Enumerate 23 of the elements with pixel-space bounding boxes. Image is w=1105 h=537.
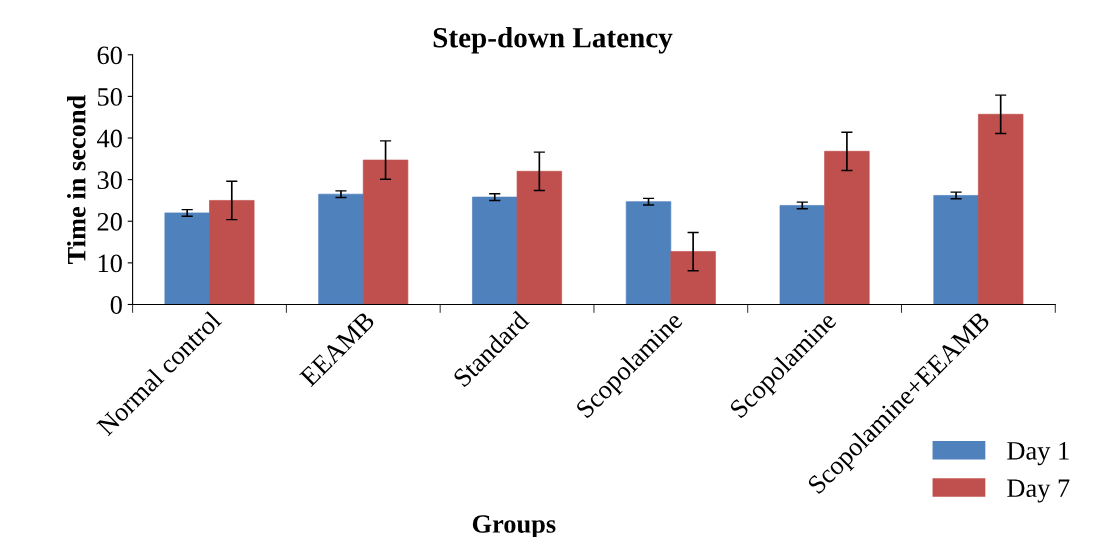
- bar: [164, 212, 210, 305]
- bar: [362, 159, 409, 305]
- y-tick-label: 20: [97, 212, 122, 231]
- y-tick-label: 50: [98, 88, 122, 106]
- bar: [933, 195, 979, 305]
- y-tick-label: 60: [97, 46, 122, 65]
- bar: [779, 205, 825, 305]
- y-axis-title: Time in second: [67, 95, 86, 265]
- chart-title: Step-down Latency: [433, 27, 673, 54]
- bar: [209, 200, 255, 305]
- bar: [625, 201, 672, 305]
- y-tick-label: 40: [97, 129, 122, 148]
- y-tick-label: 0: [110, 296, 122, 314]
- bar: [318, 193, 364, 305]
- y-tick-label: 30: [97, 171, 122, 190]
- bar: [824, 150, 870, 305]
- bar: [516, 170, 562, 305]
- legend-label: Day 1: [1007, 442, 1069, 466]
- bar: [670, 251, 716, 305]
- legend-label: Day 7: [1007, 479, 1070, 503]
- bar: [978, 113, 1024, 305]
- y-tick-label: 10: [98, 254, 122, 273]
- bar: [472, 196, 518, 305]
